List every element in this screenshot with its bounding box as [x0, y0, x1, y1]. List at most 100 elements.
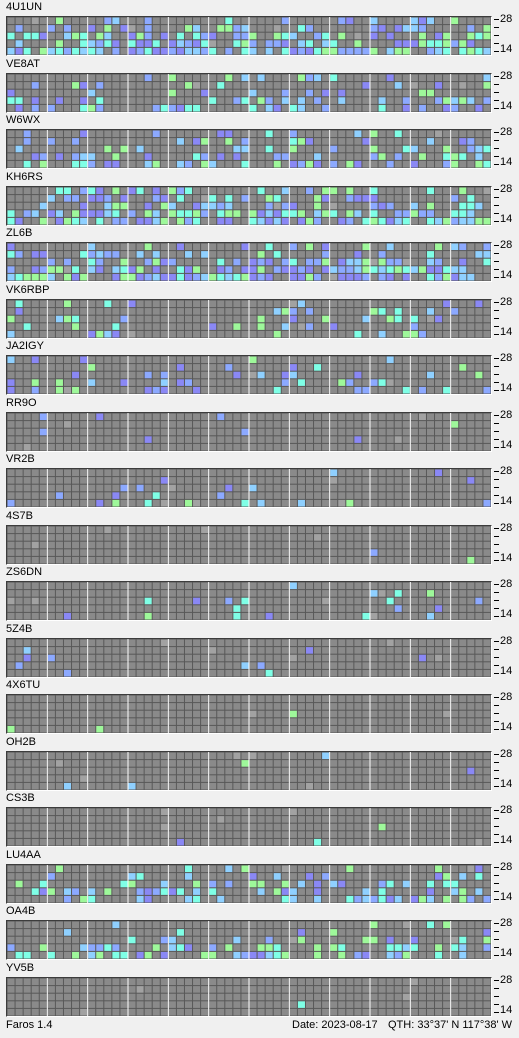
signal-cell — [160, 499, 168, 507]
signal-cell — [249, 831, 257, 838]
signal-cell — [96, 838, 104, 846]
signal-cell — [39, 718, 47, 725]
signal-cell — [265, 752, 273, 759]
signal-cell — [370, 838, 378, 846]
signal-cell — [418, 40, 426, 47]
signal-cell — [241, 612, 249, 620]
signal-cell — [184, 556, 193, 563]
signal-cell — [225, 420, 233, 428]
signal-cell — [475, 492, 483, 499]
signal-cell — [55, 104, 63, 111]
signal-cell — [265, 533, 273, 541]
signal-cell — [7, 865, 15, 872]
signal-cell — [443, 104, 451, 111]
signal-cell — [144, 774, 152, 782]
signal-cell — [370, 646, 378, 654]
signal-cell — [112, 187, 120, 194]
signal-cell — [297, 435, 305, 443]
signal-cell — [104, 145, 112, 153]
signal-cell — [7, 443, 15, 450]
signal-cell — [144, 590, 152, 597]
signal-cell — [273, 217, 281, 224]
signal-cell — [193, 364, 201, 371]
signal-cell — [386, 40, 394, 47]
signal-cell — [120, 202, 128, 209]
signal-cell — [435, 153, 443, 160]
signal-cell — [233, 413, 241, 420]
signal-cell — [96, 81, 104, 89]
signal-cell — [305, 371, 314, 379]
signal-cell — [475, 808, 483, 816]
signal-cell — [160, 484, 168, 492]
signal-cell — [338, 25, 346, 32]
signal-cell — [96, 639, 104, 646]
signal-cell — [168, 597, 176, 605]
signal-cell — [346, 831, 354, 838]
signal-cell — [88, 654, 96, 661]
propagation-grid — [6, 863, 492, 904]
signal-cell — [297, 816, 305, 823]
signal-cell — [55, 443, 63, 450]
signal-cell — [233, 25, 241, 32]
signal-cell — [55, 597, 63, 605]
signal-cell — [289, 872, 297, 880]
signal-cell — [370, 202, 378, 209]
signal-cell — [39, 661, 47, 669]
signal-cell — [249, 865, 257, 872]
signal-cell — [144, 104, 152, 111]
signal-cell — [386, 612, 394, 620]
signal-cell — [273, 330, 281, 337]
signal-cell — [281, 40, 289, 47]
signal-cell — [31, 32, 39, 40]
signal-cell — [265, 710, 273, 718]
signal-cell — [176, 541, 184, 548]
signal-cell — [370, 89, 378, 96]
signal-cell — [72, 725, 80, 733]
signal-cell — [289, 477, 297, 484]
signal-cell — [31, 556, 39, 563]
signal-cell — [201, 484, 209, 492]
signal-cell — [265, 718, 273, 725]
signal-cell — [233, 669, 241, 676]
signal-cell — [104, 646, 112, 654]
signal-cell — [72, 710, 80, 718]
signal-cell — [193, 315, 201, 322]
signal-cell — [96, 258, 104, 266]
signal-cell — [378, 612, 386, 620]
signal-cell — [7, 138, 15, 145]
signal-cell — [386, 428, 394, 435]
signal-cell — [209, 266, 217, 273]
band-tick — [494, 204, 499, 206]
signal-cell — [467, 710, 475, 718]
signal-cell — [443, 243, 451, 251]
signal-cell — [15, 597, 23, 605]
signal-cell — [31, 654, 39, 661]
signal-cell — [289, 718, 297, 725]
signal-cell — [96, 74, 104, 81]
signal-cell — [23, 782, 31, 789]
signal-cell — [338, 759, 346, 767]
signal-cell — [184, 209, 193, 217]
signal-cell — [249, 217, 257, 224]
signal-cell — [15, 420, 23, 428]
signal-cell — [443, 718, 451, 725]
signal-cell — [120, 153, 128, 160]
signal-cell — [184, 443, 193, 450]
signal-cell — [483, 816, 491, 823]
signal-cell — [483, 104, 491, 111]
signal-cell — [136, 307, 144, 315]
signal-cell — [80, 492, 88, 499]
signal-cell — [104, 548, 112, 556]
signal-cell — [160, 526, 168, 533]
signal-cell — [402, 145, 410, 153]
signal-cell — [104, 590, 112, 597]
signal-cell — [176, 865, 184, 872]
signal-cell — [418, 251, 426, 258]
signal-cell — [176, 443, 184, 450]
signal-cell — [193, 556, 201, 563]
signal-cell — [112, 81, 120, 89]
signal-cell — [7, 74, 15, 81]
signal-cell — [160, 202, 168, 209]
signal-cell — [297, 160, 305, 168]
signal-cell — [136, 273, 144, 281]
